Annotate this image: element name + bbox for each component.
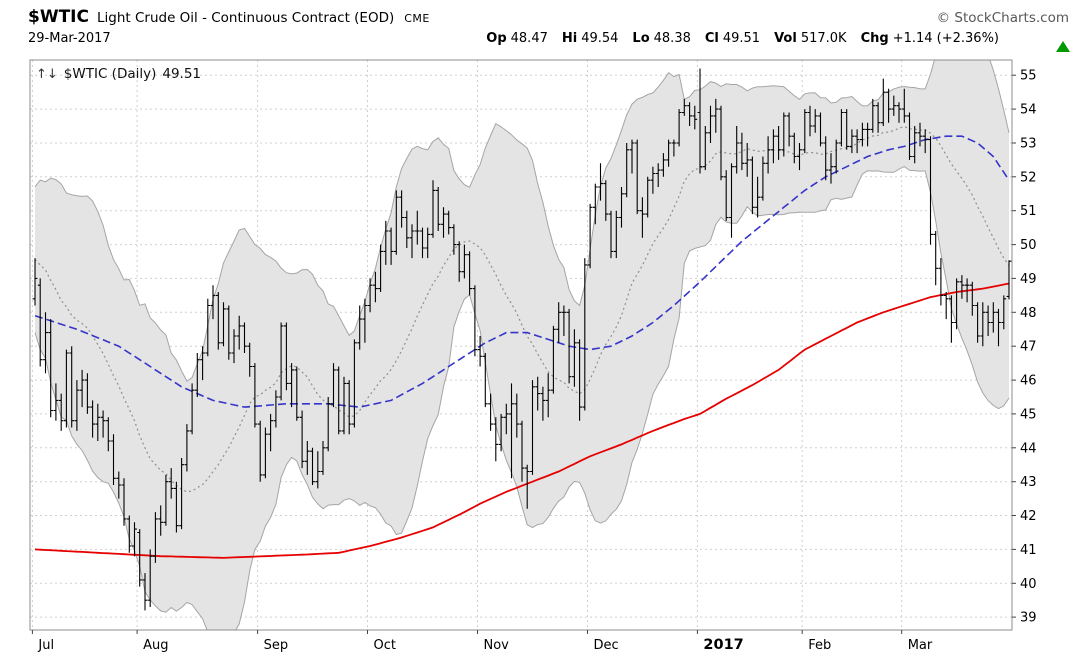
legend-label: $WTIC (Daily)	[63, 66, 157, 82]
month-tick-label: Sep	[264, 638, 289, 653]
instrument-name: Light Crude Oil - Continuous Contract (E…	[96, 10, 395, 26]
price-tick-label: 44	[1020, 441, 1037, 456]
ticker-symbol: $WTIC	[28, 7, 89, 27]
month-tick-label: Dec	[594, 638, 619, 653]
low-quote: Lo 48.38	[632, 31, 690, 46]
ohlc-bars	[32, 68, 1012, 611]
price-tick-label: 45	[1020, 407, 1037, 422]
low-label: Lo	[632, 31, 650, 46]
price-tick-label: 41	[1020, 543, 1037, 558]
open-quote: Op 48.47	[486, 31, 548, 46]
exchange-label: CME	[404, 12, 430, 25]
updown-arrows-icon: ↑↓	[36, 67, 58, 82]
month-tick-label: Oct	[374, 638, 396, 653]
legend-last-value: 49.51	[162, 66, 202, 82]
month-tick-label: Nov	[484, 638, 510, 653]
bollinger-lower-line	[34, 166, 1010, 630]
chart-legend: ↑↓ $WTIC (Daily) 49.51	[36, 66, 201, 82]
x-axis-month-labels: Jul Aug Sep Oct Nov Dec 2017 Feb Mar	[31, 630, 933, 653]
price-tick-label: 42	[1020, 509, 1037, 524]
chart-header: $WTIC Light Crude Oil - Continuous Contr…	[0, 0, 1083, 52]
price-tick-label: 48	[1020, 306, 1037, 321]
y-axis-price-labels: 39 40 41 42 43 44 45 46 47 48 49 50 51 52 53 54 55	[1012, 69, 1037, 626]
price-tick-label: 50	[1020, 238, 1037, 253]
volume-label: Vol	[774, 31, 797, 46]
volume-value: 517.0K	[800, 31, 847, 46]
price-tick-label: 43	[1020, 475, 1037, 490]
price-tick-label: 52	[1020, 170, 1037, 185]
price-tick-label: 55	[1020, 69, 1037, 84]
change-quote: Chg +1.14 (+2.36%)	[861, 31, 999, 46]
change-value: +1.14 (+2.36%)	[892, 31, 999, 46]
chart-date: 29-Mar-2017	[28, 31, 111, 46]
plot-border	[29, 59, 1013, 631]
price-tick-label: 54	[1020, 103, 1037, 118]
month-tick-label: 2017	[703, 637, 743, 653]
month-tick-label: Feb	[808, 638, 831, 653]
price-tick-label: 53	[1020, 137, 1037, 152]
price-tick-label: 49	[1020, 272, 1037, 287]
close-value: 49.51	[722, 31, 761, 46]
stockcharts-copyright: © StockCharts.com	[936, 10, 1069, 26]
month-tick-label: Jul	[37, 638, 54, 653]
price-tick-label: 40	[1020, 577, 1037, 592]
bollinger-band	[34, 60, 1010, 630]
high-label: Hi	[561, 31, 578, 46]
quote-info-row: 29-Mar-2017 Op 48.47 Hi 49.54 Lo 48.38 Cl 49…	[0, 27, 1083, 46]
month-tick-label: Aug	[143, 638, 168, 653]
month-tick-label: Mar	[908, 638, 933, 653]
change-up-triangle-icon	[1056, 41, 1070, 52]
price-tick-label: 51	[1020, 204, 1037, 219]
ma200-red-line	[34, 282, 1010, 559]
price-tick-label: 46	[1020, 374, 1037, 389]
low-value: 48.38	[653, 31, 691, 46]
price-tick-label: 47	[1020, 340, 1037, 355]
close-label: Cl	[704, 31, 719, 46]
volume-quote: Vol 517.0K	[774, 31, 847, 46]
title-row: $WTIC Light Crude Oil - Continuous Contr…	[0, 0, 1083, 27]
change-label: Chg	[860, 31, 889, 46]
close-quote: Cl 49.51	[705, 31, 760, 46]
price-tick-label: 39	[1020, 611, 1037, 626]
high-quote: Hi 49.54	[562, 31, 619, 46]
high-value: 49.54	[581, 31, 619, 46]
open-value: 48.47	[510, 31, 548, 46]
open-label: Op	[486, 31, 507, 46]
ohlc-quote-strip: Op 48.47 Hi 49.54 Lo 48.38 Cl 49.51 Vol 517.0…	[486, 31, 999, 46]
